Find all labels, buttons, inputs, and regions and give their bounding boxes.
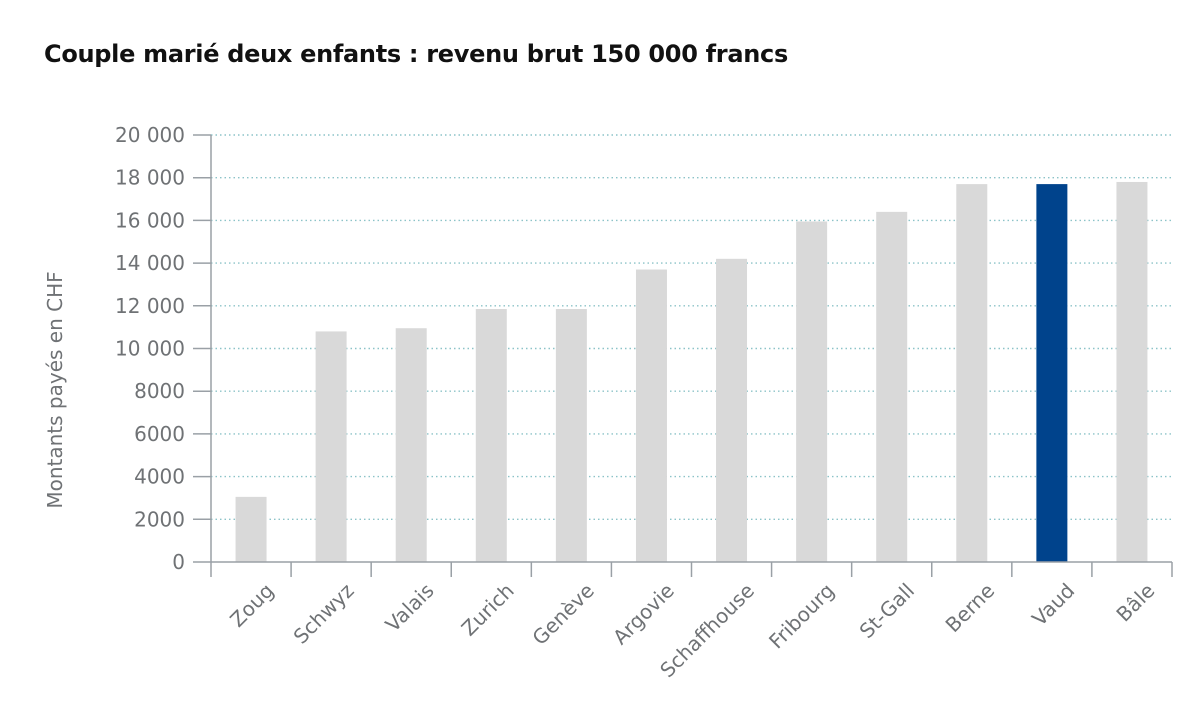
x-tick-label: Schwyz [289, 578, 359, 648]
x-tick-label: Bâle [1111, 578, 1159, 626]
x-tick-label: Vaud [1027, 578, 1079, 630]
y-tick-label: 6000 [134, 422, 185, 446]
bar-zurich [475, 309, 507, 562]
bar-argovie [635, 269, 667, 562]
bar-st-gall [876, 211, 908, 563]
y-tick-label: 18 000 [115, 166, 185, 190]
x-tick-label: Fribourg [764, 578, 839, 653]
bar-vaud [1036, 184, 1068, 563]
x-tick-label: Valais [381, 578, 439, 636]
y-tick-label: 14 000 [115, 251, 185, 275]
x-tick-label: Argovie [608, 578, 679, 649]
bars [235, 181, 1148, 563]
x-tick-label: Zurich [457, 578, 519, 640]
x-tick-label: Zoug [225, 578, 278, 631]
bar-schwyz [315, 331, 347, 562]
y-tick-label: 8000 [134, 379, 185, 403]
y-axis-title: Montants payés en CHF [43, 271, 67, 508]
bar-schaffhouse [716, 258, 748, 562]
y-tick-label: 16 000 [115, 208, 185, 232]
bar-zoug [235, 496, 267, 562]
y-tick-label: 12 000 [115, 294, 185, 318]
axes [193, 134, 1173, 577]
y-tick-labels: 0 2000 4000 6000 8000 10 000 12 000 14 000 16 00… [115, 123, 185, 574]
y-tick-label: 2000 [134, 507, 185, 531]
bar-valais [395, 328, 427, 562]
x-tick-label: Berne [941, 578, 1000, 637]
y-tick-label: 4000 [134, 465, 185, 489]
y-tick-label: 10 000 [115, 337, 185, 361]
chart-title: Couple marié deux enfants : revenu brut … [44, 40, 788, 68]
y-tick-label: 20 000 [115, 123, 185, 147]
bar-fribourg [796, 221, 828, 562]
bar-b-le [1116, 181, 1148, 562]
x-tick-label: Genève [527, 578, 598, 649]
gridlines [211, 134, 1172, 520]
x-tick-labels: Zoug Schwyz Valais Zurich Genève ArgovieSchaf… [225, 578, 1159, 682]
y-tick-label: 0 [172, 550, 185, 574]
x-tick-label: St-Gall [855, 578, 920, 643]
bar-gen-ve [555, 309, 587, 562]
bar-berne [956, 184, 988, 563]
